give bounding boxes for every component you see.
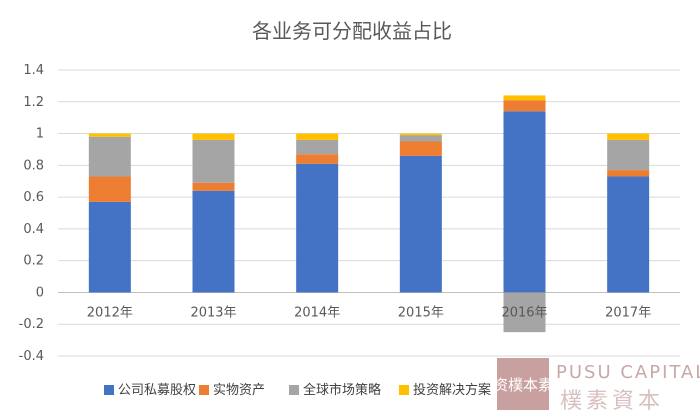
bar-segment	[607, 139, 650, 171]
y-tick-label: -0.4	[19, 349, 44, 364]
watermark: 资樸本素 PUSU CAPITAL 樸素資本	[493, 358, 700, 414]
bar-segment	[399, 135, 442, 142]
bar-segment	[88, 176, 131, 202]
legend-swatch	[399, 385, 409, 395]
y-tick-label: 0.8	[23, 158, 44, 173]
bar-segment	[399, 155, 442, 293]
x-category-label: 2016年	[501, 305, 547, 320]
bar-segment	[296, 154, 339, 164]
bar-segment	[192, 182, 235, 191]
bar-segment	[503, 292, 546, 333]
bar-segment	[503, 111, 546, 293]
legend-label: 公司私募股权	[118, 382, 196, 398]
y-tick-label: 0	[36, 285, 44, 300]
legend: 公司私募股权 实物资产 全球市场策略 投资解决方案	[104, 382, 491, 398]
y-tick-label: 0.2	[23, 254, 44, 269]
bars	[88, 95, 650, 333]
bar-segment	[607, 133, 650, 140]
bar-segment	[607, 170, 650, 177]
bar-segment	[192, 133, 235, 140]
x-category-label: 2013年	[190, 305, 236, 320]
bar-segment	[88, 133, 131, 137]
x-axis-labels: 2012年 2013年 2014年 2015年 2016年 2017年	[87, 305, 651, 320]
y-tick-label: 0.6	[23, 190, 44, 205]
watermark-chinese: 樸素資本	[560, 389, 664, 414]
y-tick-label: -0.2	[19, 317, 44, 332]
legend-label: 全球市场策略	[303, 382, 381, 398]
bar-segment	[503, 100, 546, 112]
bar-segment	[296, 133, 339, 140]
y-axis-ticks: 1.4 1.2 1 0.8 0.6 0.4 0.2 0 -0.2 -0.4	[19, 63, 44, 364]
y-tick-label: 1.2	[23, 95, 44, 110]
bar-segment	[399, 133, 442, 136]
bar-segment	[296, 163, 339, 293]
legend-label: 实物资产	[213, 383, 265, 398]
chart-title: 各业务可分配收益占比	[252, 19, 452, 43]
watermark-seal	[497, 358, 549, 410]
y-tick-label: 0.4	[23, 222, 44, 237]
x-category-label: 2012年	[87, 305, 133, 320]
x-category-label: 2017年	[605, 305, 651, 320]
y-tick-label: 1.4	[23, 63, 44, 78]
x-category-label: 2014年	[294, 305, 340, 320]
legend-swatch	[104, 385, 114, 395]
bar-segment	[607, 176, 650, 293]
legend-swatch	[289, 385, 299, 395]
legend-label: 投资解决方案	[413, 382, 491, 398]
bar-segment	[88, 136, 131, 177]
y-tick-label: 1	[36, 127, 44, 142]
legend-swatch	[199, 385, 209, 395]
watermark-seal-text: 资樸本素	[493, 376, 553, 394]
bar-segment	[503, 95, 546, 101]
bar-segment	[192, 139, 235, 183]
bar-segment	[192, 190, 235, 293]
watermark-english: PUSU CAPITAL	[556, 362, 700, 383]
x-category-label: 2015年	[398, 305, 444, 320]
bar-segment	[88, 201, 131, 293]
bar-segment	[296, 139, 339, 155]
gridlines	[58, 69, 680, 357]
bar-segment	[399, 141, 442, 156]
